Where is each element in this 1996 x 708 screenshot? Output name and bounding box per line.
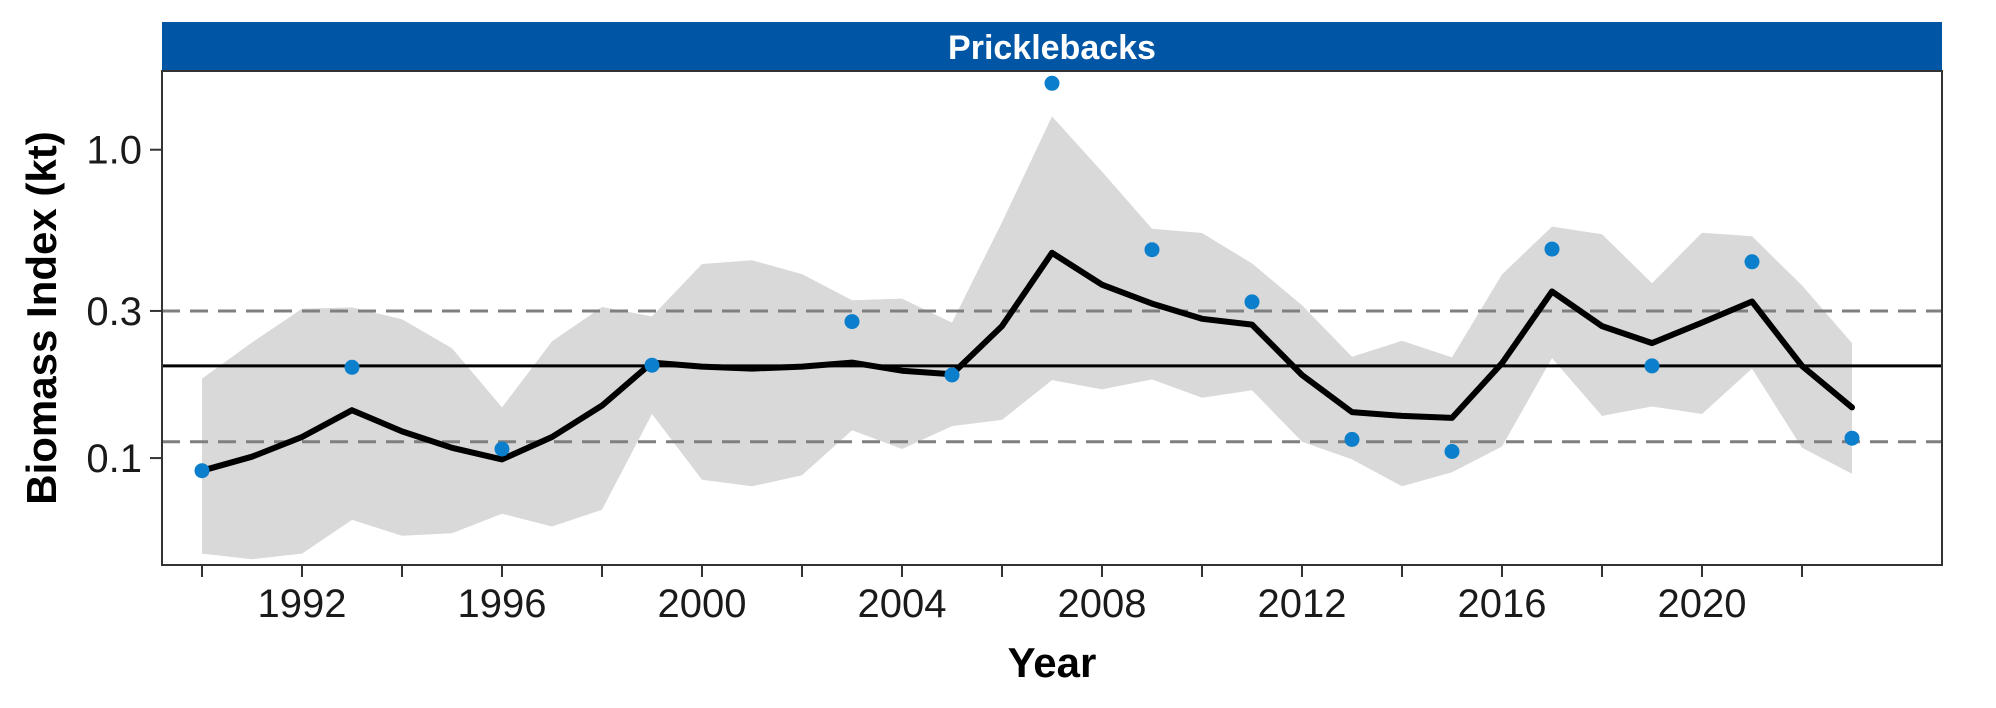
data-point bbox=[1644, 358, 1660, 374]
x-tick-label: 1992 bbox=[258, 582, 347, 626]
fit-line bbox=[199, 249, 1855, 474]
x-axis-title: Year bbox=[1008, 639, 1097, 686]
data-point bbox=[944, 367, 960, 383]
data-point bbox=[1744, 254, 1760, 270]
strip-background bbox=[162, 22, 1942, 71]
observed-points bbox=[194, 75, 1860, 479]
x-tick-label: 2008 bbox=[1058, 582, 1147, 626]
x-tick-label: 2004 bbox=[858, 582, 947, 626]
x-tick-label: 2012 bbox=[1258, 582, 1347, 626]
data-point bbox=[1244, 294, 1260, 310]
data-point bbox=[1444, 444, 1460, 459]
data-point bbox=[1544, 241, 1560, 257]
x-tick-label: 1996 bbox=[458, 582, 547, 626]
data-point bbox=[494, 441, 510, 457]
ribbon-layer bbox=[202, 116, 1852, 560]
data-point bbox=[1144, 242, 1160, 258]
y-tick-label: 1.0 bbox=[86, 129, 142, 173]
y-tick-label: 0.1 bbox=[86, 437, 142, 481]
x-tick-label: 2016 bbox=[1458, 582, 1547, 626]
y-axis-title: Biomass Index (kt) bbox=[18, 131, 65, 504]
y-tick-label: 0.3 bbox=[86, 290, 142, 334]
x-tick-label: 2020 bbox=[1658, 582, 1747, 626]
x-axis: 1992 1996 2000 2004 2008 2012 2016 2020 bbox=[201, 565, 1803, 626]
data-point bbox=[1844, 430, 1860, 446]
confidence-ribbon bbox=[202, 116, 1852, 560]
data-point bbox=[194, 463, 210, 479]
x-tick-label: 2000 bbox=[658, 582, 747, 626]
data-point bbox=[1344, 431, 1360, 447]
plot-border bbox=[161, 70, 1943, 566]
plot-area bbox=[162, 75, 1942, 560]
y-axis: 0.1 0.3 1.0 bbox=[86, 129, 162, 481]
data-point bbox=[644, 357, 660, 373]
fit-layer bbox=[199, 249, 1855, 474]
data-point bbox=[844, 314, 860, 330]
chart-title: Pricklebacks bbox=[948, 29, 1156, 67]
data-point bbox=[344, 359, 360, 375]
data-point bbox=[1044, 75, 1060, 91]
